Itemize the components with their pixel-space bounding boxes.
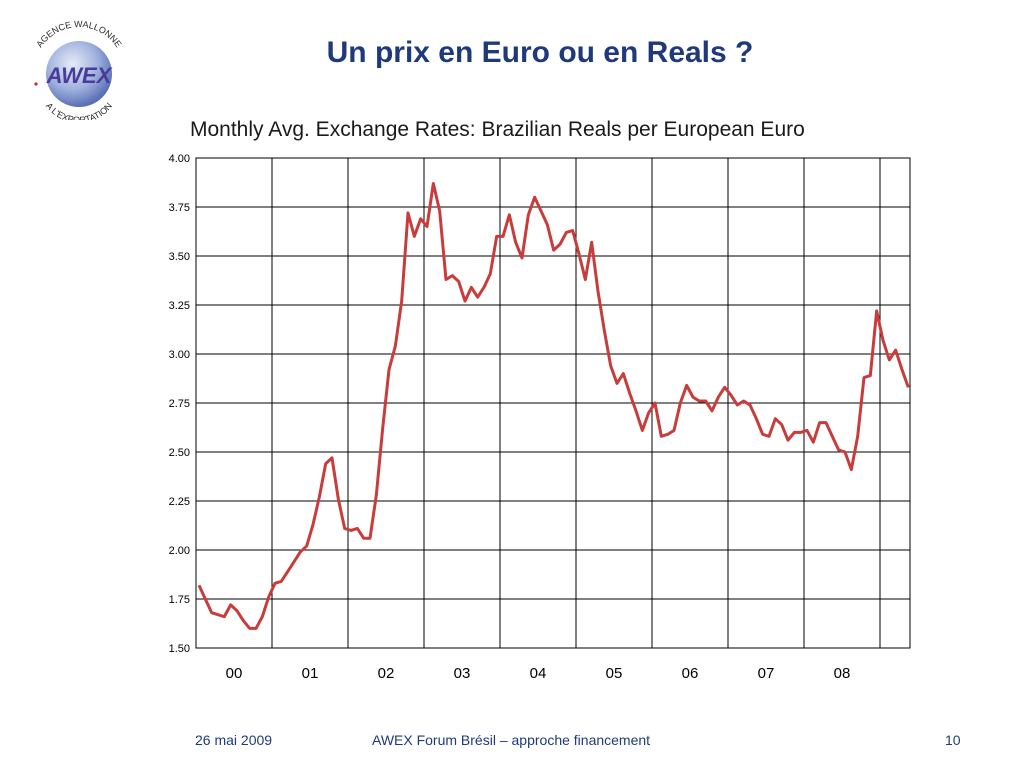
x-tick-label: 07 [758, 665, 775, 682]
logo-dot [34, 82, 38, 86]
globe-icon [46, 41, 112, 107]
x-tick-label: 05 [606, 665, 623, 682]
x-tick-label: 02 [378, 665, 395, 682]
page-number: 10 [945, 732, 961, 748]
slide-title: Un prix en Euro ou en Reals ? [326, 36, 754, 69]
footer-center-text: AWEX Forum Brésil – approche financement [372, 732, 651, 748]
y-tick-label: 2.75 [169, 398, 190, 410]
y-tick-label: 3.00 [169, 349, 190, 361]
x-tick-label: 08 [834, 665, 851, 682]
plot-border [195, 157, 911, 649]
footer-date: 26 mai 2009 [195, 732, 273, 748]
y-tick-label: 1.75 [169, 594, 190, 606]
y-tick-label: 1.50 [169, 643, 190, 655]
y-tick-label: 2.00 [169, 545, 190, 557]
y-tick-label: 4.00 [169, 153, 190, 165]
x-tick-label: 00 [226, 665, 243, 682]
x-tick-label: 04 [530, 665, 547, 682]
logo-text-mid: AWEX [46, 63, 113, 88]
y-tick-label: 2.25 [169, 496, 190, 508]
y-tick-label: 3.25 [169, 300, 190, 312]
x-tick-label: 06 [682, 665, 699, 682]
series-line-reals-per-euro [197, 181, 910, 630]
y-tick-label: 2.50 [169, 447, 190, 459]
x-tick-label: 03 [454, 665, 471, 682]
awex-logo: AGENCE WALLONNE AWEX A L'EXPORTATION [34, 20, 123, 120]
y-tick-label: 3.50 [169, 251, 190, 263]
y-tick-label: 3.75 [169, 202, 190, 214]
x-tick-label: 01 [302, 665, 319, 682]
chart-title: Monthly Avg. Exchange Rates: Brazilian R… [190, 118, 805, 141]
